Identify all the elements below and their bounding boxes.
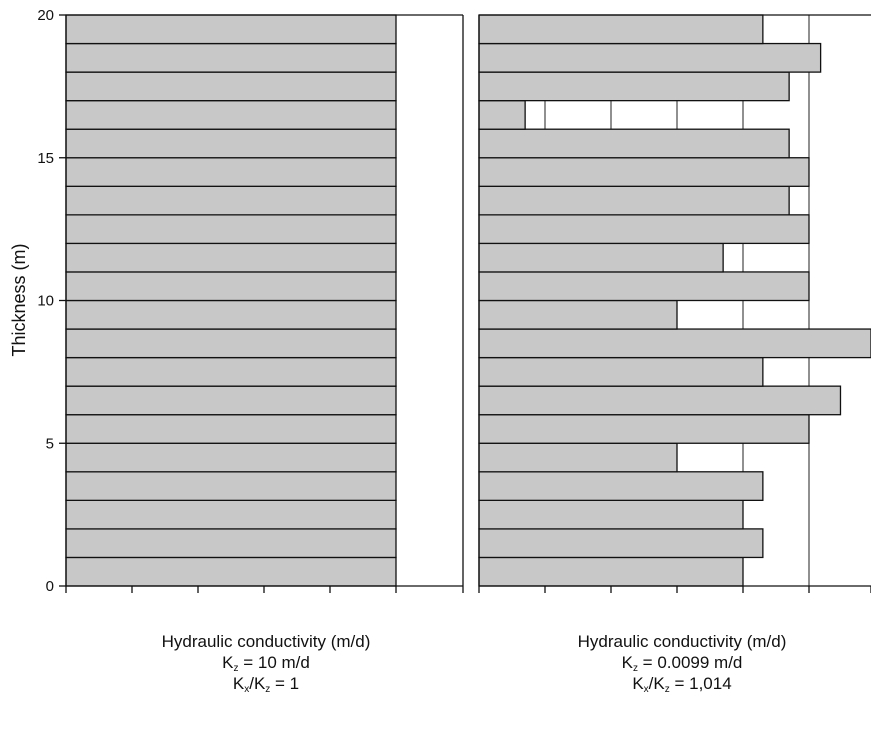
left-bar — [65, 499, 397, 530]
right-bar — [478, 556, 744, 587]
left-bar — [65, 328, 397, 359]
left-bar — [65, 528, 397, 559]
right-bar — [478, 100, 526, 130]
left-anisotropy-ratio: Kx/Kz = 1 — [232, 674, 300, 695]
left-bar — [65, 385, 397, 416]
right-panel: 0.00010.0010.010.11.010 — [478, 14, 871, 593]
right-bar — [478, 499, 744, 530]
right-bar — [478, 42, 822, 73]
right-bar — [478, 385, 842, 416]
left-bar — [65, 356, 397, 387]
right-bar — [478, 214, 810, 245]
left-bar — [65, 214, 397, 245]
left-y-tick-label: 20 — [37, 7, 54, 24]
right-bar — [478, 356, 764, 387]
right-x-axis-title: Hydraulic conductivity (m/d) — [577, 632, 787, 651]
right-bar — [478, 328, 871, 359]
left-panel: 0.00010.0010.010.11.01005101520Thickness… — [9, 7, 464, 595]
left-bar — [65, 42, 397, 73]
right-bar — [478, 157, 810, 187]
left-x-axis-title: Hydraulic conductivity (m/d) — [161, 632, 371, 651]
left-bar — [65, 14, 397, 45]
right-anisotropy-ratio: Kx/Kz = 1,014 — [632, 674, 732, 695]
left-bar — [65, 414, 397, 444]
right-bar — [478, 71, 790, 102]
left-bar — [65, 71, 397, 102]
left-bar — [65, 128, 397, 159]
left-bar — [65, 271, 397, 302]
right-bar — [478, 185, 790, 216]
right-bar — [478, 528, 764, 559]
right-bar — [478, 471, 764, 501]
left-bar — [65, 185, 397, 216]
right-bar — [478, 242, 724, 273]
left-y-tick-label: 10 — [37, 293, 54, 310]
left-y-tick-label: 0 — [46, 578, 54, 595]
left-y-tick-label: 5 — [46, 435, 54, 452]
right-bar — [478, 299, 678, 330]
left-bar — [65, 471, 397, 501]
y-axis-title: Thickness (m) — [9, 243, 29, 356]
left-caption: Hydraulic conductivity (m/d) Kz = 10 m/d… — [96, 631, 436, 695]
right-bar — [478, 414, 810, 444]
right-bar — [478, 271, 810, 302]
left-kz-value: Kz = 10 m/d — [222, 653, 310, 674]
right-bar — [478, 128, 790, 159]
left-bar — [65, 299, 397, 330]
right-bar — [478, 442, 678, 473]
right-kz-value: Kz = 0.0099 m/d — [621, 653, 743, 674]
left-bar — [65, 242, 397, 273]
left-bar — [65, 100, 397, 130]
left-bar — [65, 157, 397, 187]
left-y-tick-label: 15 — [37, 150, 54, 167]
right-caption: Hydraulic conductivity (m/d) Kz = 0.0099… — [512, 631, 852, 695]
figure-canvas: 0.00010.0010.010.11.010 0 5 10 15 20 Thickness… — [9, 7, 871, 595]
left-bar — [65, 442, 397, 473]
left-bar — [65, 556, 397, 587]
right-bar — [478, 14, 764, 45]
